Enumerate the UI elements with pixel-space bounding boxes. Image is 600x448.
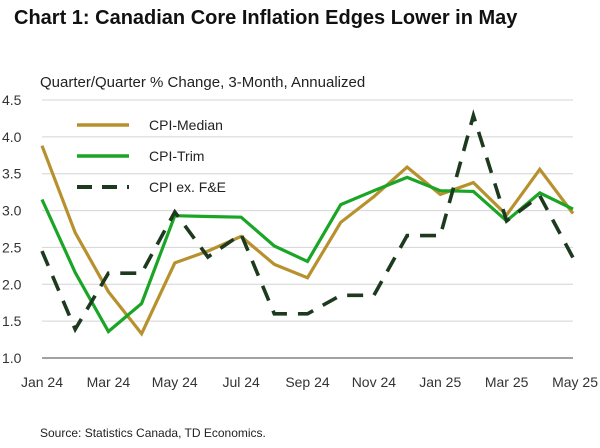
x-tick-label: Jul 24 xyxy=(222,374,260,390)
legend-label-cpi-trim: CPI-Trim xyxy=(149,148,204,164)
x-tick-label: May 24 xyxy=(152,374,198,390)
x-tick-label: Mar 24 xyxy=(87,374,131,390)
source-note: Source: Statistics Canada, TD Economics. xyxy=(40,426,266,440)
y-tick-label: 2.5 xyxy=(2,239,22,255)
y-tick-label: 1.5 xyxy=(2,313,22,329)
y-tick-label: 4.0 xyxy=(2,129,22,145)
legend-label-cpi-ex-f-e: CPI ex. F&E xyxy=(149,179,226,195)
y-tick-label: 3.5 xyxy=(2,166,22,182)
gridlines xyxy=(42,99,573,322)
chart-subtitle: Quarter/Quarter % Change, 3-Month, Annua… xyxy=(40,74,365,91)
y-tick-label: 2.0 xyxy=(2,276,22,292)
legend: CPI-Median CPI-Trim CPI ex. F&E xyxy=(77,117,226,195)
series-lines xyxy=(40,109,575,337)
x-tick-label: Sep 24 xyxy=(285,374,330,390)
y-tick-label: 1.0 xyxy=(2,350,22,366)
axes: 1.0 1.5 2.0 2.5 3.0 3.5 4.0 4.5 Jan 24 Mar 24 May … xyxy=(2,92,598,390)
y-tick-label: 4.5 xyxy=(2,92,22,108)
y-tick-label: 3.0 xyxy=(2,203,22,219)
legend-label-cpi-median: CPI-Median xyxy=(149,117,223,133)
series-line-cpi-ex-f-e xyxy=(40,109,575,334)
series-line-cpi-median xyxy=(40,145,575,337)
series-line-cpi-trim xyxy=(40,175,574,334)
x-tick-label: Jan 25 xyxy=(419,374,461,390)
x-tick-label: Jan 24 xyxy=(21,374,63,390)
chart-title: Chart 1: Canadian Core Inflation Edges L… xyxy=(14,7,518,29)
x-tick-label: Mar 25 xyxy=(485,374,529,390)
x-tick-label: May 25 xyxy=(552,374,598,390)
x-tick-label: Nov 24 xyxy=(352,374,397,390)
